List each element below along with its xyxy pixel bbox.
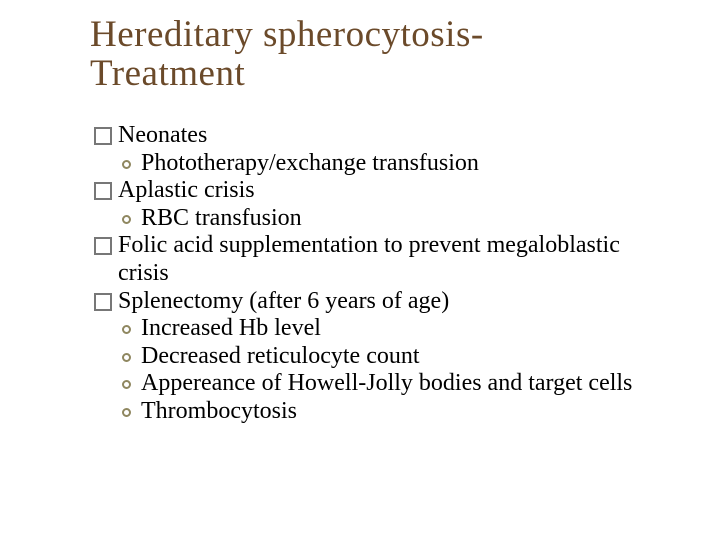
- title-line-1: Hereditary spherocytosis-: [90, 14, 484, 55]
- list-item: Neonates: [94, 122, 654, 150]
- list-item: Splenectomy (after 6 years of age): [94, 288, 654, 316]
- slide-title: Hereditary spherocytosis- Treatment: [90, 16, 650, 94]
- sub-list-item: Increased Hb level: [122, 315, 654, 343]
- ring-bullet-icon: [122, 215, 131, 224]
- list-item-text: Aplastic crisis: [118, 177, 654, 205]
- sub-list-item: Decreased reticulocyte count: [122, 343, 654, 371]
- square-bullet-icon: [94, 182, 112, 200]
- list-item-text: Splenectomy (after 6 years of age): [118, 288, 654, 316]
- sub-list-item-text: Appereance of Howell-Jolly bodies and ta…: [141, 370, 654, 398]
- square-bullet-icon: [94, 293, 112, 311]
- list-item-text: Neonates: [118, 122, 654, 150]
- title-line-2: Treatment: [90, 53, 245, 94]
- ring-bullet-icon: [122, 353, 131, 362]
- sub-list-item: Appereance of Howell-Jolly bodies and ta…: [122, 370, 654, 398]
- square-bullet-icon: [94, 127, 112, 145]
- list-item: Folic acid supplementation to prevent me…: [94, 232, 654, 287]
- list-item-text: Folic acid supplementation to prevent me…: [118, 232, 654, 287]
- sub-list-item: RBC transfusion: [122, 205, 654, 233]
- sub-list-item-text: Decreased reticulocyte count: [141, 343, 654, 371]
- slide: { "title_line1": "Hereditary spherocytos…: [0, 0, 720, 540]
- sub-list-item: Thrombocytosis: [122, 398, 654, 426]
- sub-list-item-text: RBC transfusion: [141, 205, 654, 233]
- ring-bullet-icon: [122, 160, 131, 169]
- ring-bullet-icon: [122, 408, 131, 417]
- list-item: Aplastic crisis: [94, 177, 654, 205]
- ring-bullet-icon: [122, 325, 131, 334]
- ring-bullet-icon: [122, 380, 131, 389]
- sub-list-item-text: Thrombocytosis: [141, 398, 654, 426]
- square-bullet-icon: [94, 237, 112, 255]
- sub-list-item-text: Increased Hb level: [141, 315, 654, 343]
- sub-list-item: Phototherapy/exchange transfusion: [122, 150, 654, 178]
- slide-body: Neonates Phototherapy/exchange transfusi…: [94, 122, 654, 426]
- sub-list-item-text: Phototherapy/exchange transfusion: [141, 150, 654, 178]
